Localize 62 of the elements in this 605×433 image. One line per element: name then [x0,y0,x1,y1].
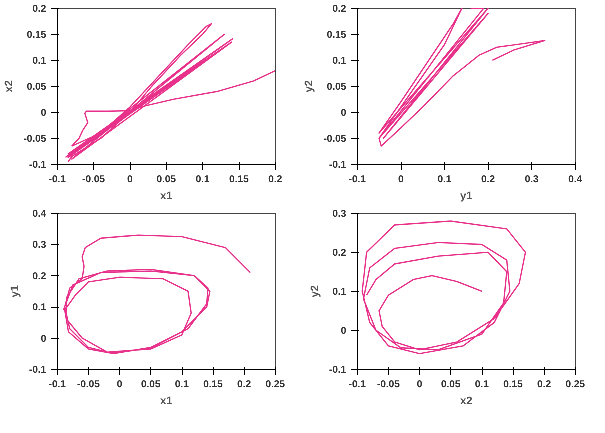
x-tick-label: 0.3 [524,174,540,186]
y-tick-label: 0.05 [327,82,347,93]
y-tick-label: 0.1 [332,287,347,298]
y-tick-label: 0 [40,108,47,119]
x-tick-label: 0.15 [229,174,250,186]
x-axis-title: x1 [160,190,173,202]
y-tick-label: 0 [340,326,347,337]
y-tick-label: 0.15 [27,30,47,41]
y-tick-label: 0.1 [332,56,347,67]
y-tick-label: 0.2 [32,4,47,15]
y-tick-label: 0.2 [332,4,347,15]
x-tick-label: 0.15 [203,380,224,390]
x-tick-label: 0.1 [438,174,452,186]
y-tick-label: 0 [340,108,347,119]
y-tick-label: 0.15 [327,30,347,41]
x-tick-label: 0.2 [481,174,496,186]
x-axis-title: y1 [460,190,473,202]
x-tick-label: 0.05 [141,380,162,390]
y-tick-label: -0.05 [24,134,47,145]
x-tick-label: 0.2 [537,380,552,390]
y-tick-label: 0 [40,334,47,345]
y-tick-label: -0.05 [324,134,347,145]
x-tick-label: -0.05 [377,380,400,390]
y-tick-label: 0.05 [27,82,47,93]
y-tick-label: 0.2 [332,248,347,259]
x-tick-label: -0.1 [348,380,367,390]
x-tick-label: 0.1 [196,174,210,186]
x-tick-label: 0 [417,380,424,390]
y-axis-title: y1 [9,285,22,298]
y-axis-title: x2 [4,80,16,93]
y-tick-label: -0.1 [29,160,47,171]
y-tick-label: 0.1 [32,302,47,314]
x-tick-label: 0.05 [441,380,462,390]
y-tick-label: 0.1 [32,56,47,67]
x-tick-label: -0.05 [82,174,106,186]
x-tick-label: 0.2 [237,380,252,390]
y-tick-label: -0.1 [329,365,347,376]
x-tick-label: -0.1 [48,174,67,186]
y-axis-title: y2 [309,285,322,298]
x-tick-label: 0 [127,174,134,186]
y-tick-label: 0.2 [32,271,47,282]
x-tick-label: 0.25 [566,380,586,390]
x-tick-label: 0.1 [475,380,490,390]
y-axis-title: y2 [304,80,316,93]
x-tick-label: 0.1 [175,380,190,390]
x-tick-label: 0.25 [266,380,286,390]
x-tick-label: 0.2 [268,174,283,186]
x-tick-label: 0.15 [503,380,524,390]
x-tick-label: -0.05 [77,380,100,390]
x-axis-title: x1 [160,396,173,408]
y-tick-label: 0.3 [32,240,47,252]
y-tick-label: -0.1 [329,160,347,171]
x-tick-label: 0.05 [156,174,177,186]
x-tick-label: 0 [117,380,124,390]
x-tick-label: -0.1 [48,380,67,390]
y-tick-label: -0.1 [29,365,47,376]
x-tick-label: 0.4 [568,174,583,186]
x-tick-label: -0.1 [348,174,367,186]
y-tick-label: 0.4 [32,209,47,220]
x-axis-title: x2 [460,396,473,408]
x-tick-label: 0 [398,174,404,186]
y-tick-label: 0.3 [332,209,347,220]
